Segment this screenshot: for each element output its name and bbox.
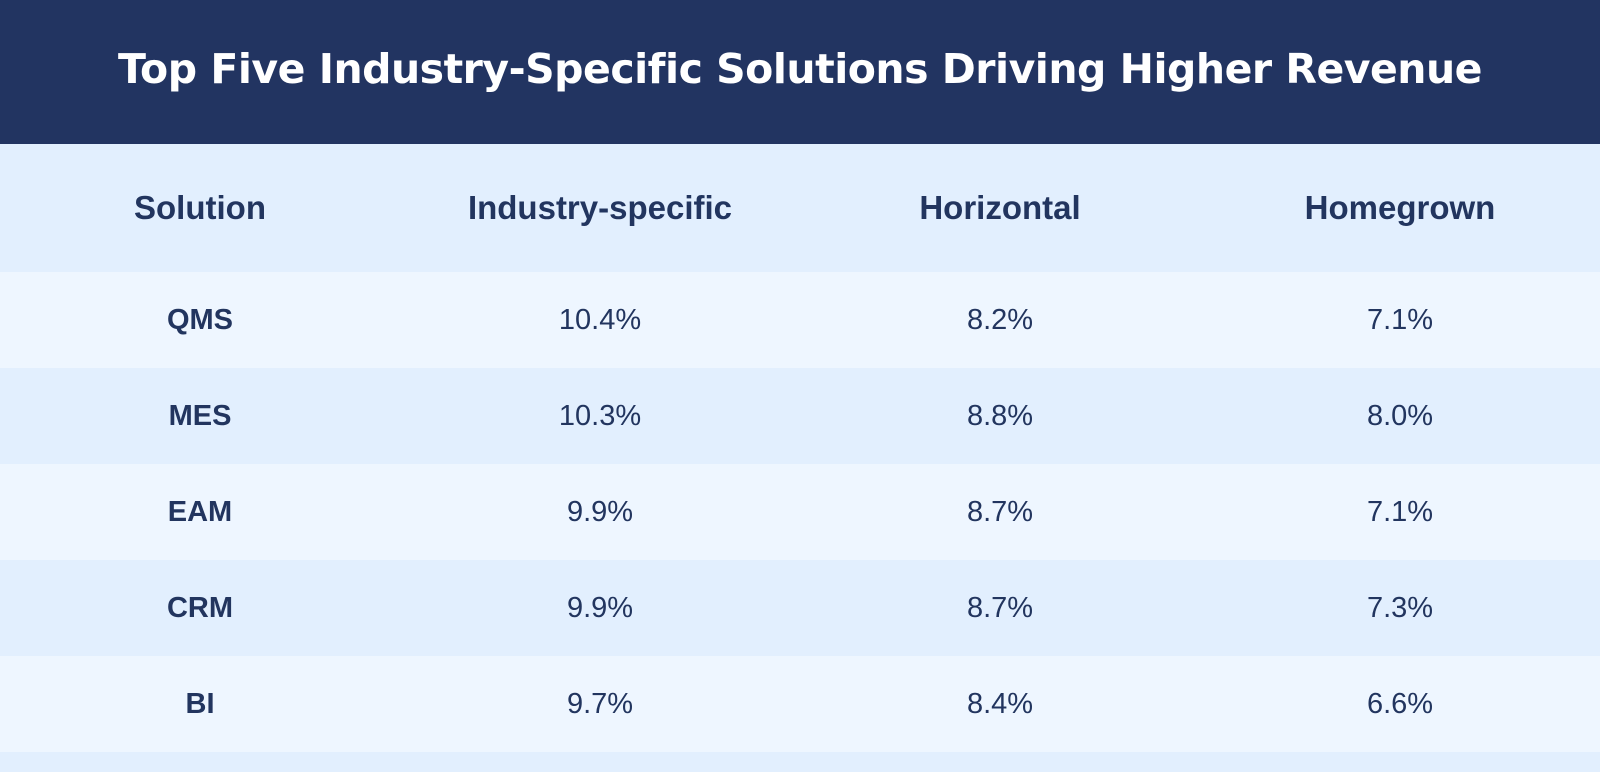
cell-homegrown: 8.0% <box>1366 399 1434 432</box>
cell-industry-specific: 9.7% <box>566 687 634 720</box>
title-banner: Top Five Industry-Specific Solutions Dri… <box>0 0 1600 144</box>
cell-industry-specific: 10.3% <box>558 399 642 432</box>
cell-homegrown: 6.6% <box>1366 687 1434 720</box>
cell-solution: CRM <box>166 591 234 624</box>
column-header-solution: Solution <box>134 189 266 226</box>
cell-horizontal: 8.7% <box>966 591 1034 624</box>
column-header-horizontal: Horizontal <box>919 189 1081 226</box>
cell-homegrown: 7.1% <box>1366 303 1434 336</box>
cell-homegrown: 7.3% <box>1366 591 1434 624</box>
header-row: Solution Industry-specific Horizontal Ho… <box>0 144 1600 272</box>
table-row: BI 9.7% 8.4% 6.6% <box>0 656 1600 752</box>
table-row: CRM 9.9% 8.7% 7.3% <box>0 560 1600 656</box>
cell-solution: BI <box>185 687 215 720</box>
cell-industry-specific: 10.4% <box>558 303 642 336</box>
cell-solution: QMS <box>166 303 234 336</box>
column-header-industry-specific: Industry-specific <box>467 189 733 226</box>
cell-horizontal: 8.7% <box>966 495 1034 528</box>
table-row: MES 10.3% 8.8% 8.0% <box>0 368 1600 464</box>
cell-solution: MES <box>168 399 232 432</box>
column-header-homegrown: Homegrown <box>1304 189 1496 226</box>
cell-horizontal: 8.8% <box>966 399 1034 432</box>
cell-industry-specific: 9.9% <box>566 591 634 624</box>
cell-industry-specific: 9.9% <box>566 495 634 528</box>
cell-homegrown: 7.1% <box>1366 495 1434 528</box>
revenue-table: Solution Industry-specific Horizontal Ho… <box>0 144 1600 752</box>
cell-horizontal: 8.4% <box>966 687 1034 720</box>
bottom-strip <box>0 752 1600 772</box>
cell-horizontal: 8.2% <box>966 303 1034 336</box>
table-row: QMS 10.4% 8.2% 7.1% <box>0 272 1600 368</box>
cell-solution: EAM <box>167 495 233 528</box>
table-row: EAM 9.9% 8.7% 7.1% <box>0 464 1600 560</box>
table-title: Top Five Industry-Specific Solutions Dri… <box>118 45 1482 93</box>
